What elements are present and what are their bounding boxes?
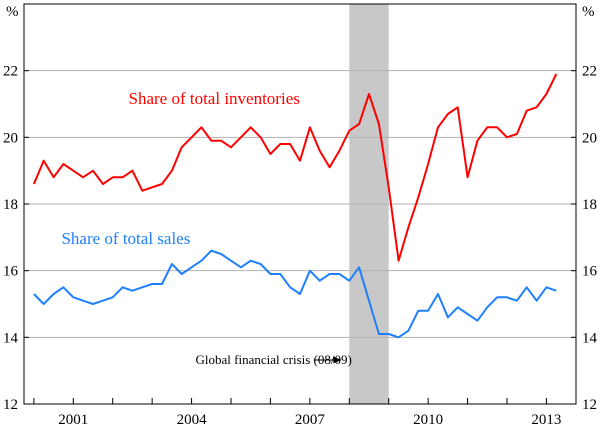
right-y-tick-label: 18	[582, 197, 597, 213]
inventories-series-line	[32, 73, 558, 262]
annotation: Global financial crisis (08/09)	[196, 352, 352, 367]
left-y-tick-label: 16	[3, 264, 19, 280]
x-tick-label: 2013	[531, 412, 561, 428]
right-y-tick-label: 20	[582, 130, 597, 146]
x-tick-label: 2001	[58, 412, 88, 428]
left-y-tick-label: 18	[3, 197, 18, 213]
series-lines-layer	[32, 73, 558, 339]
left-y-tick-label: 12	[3, 397, 18, 413]
annotation-label: Global financial crisis (08/09)	[196, 352, 352, 367]
series-labels-layer: Share of total inventories Share of total…	[61, 89, 299, 248]
sales-series-label: Share of total sales	[61, 229, 190, 248]
right-y-tick-label: 16	[582, 264, 598, 280]
x-tick-label: 2007	[295, 412, 326, 428]
x-tick-label: 2004	[177, 412, 208, 428]
gridlines-layer	[24, 70, 576, 338]
left-y-unit-label: %	[6, 4, 19, 20]
right-y-tick-label: 12	[582, 397, 597, 413]
left-y-tick-label: 14	[3, 330, 19, 346]
x-tick-label: 2010	[413, 412, 443, 428]
right-y-tick-label: 14	[582, 330, 598, 346]
x-axis-ticks: 2001 2004 2007 2010 2013	[33, 398, 561, 428]
right-y-tick-label: 22	[582, 64, 597, 80]
left-y-tick-label: 22	[3, 64, 18, 80]
right-y-unit-label: %	[582, 4, 595, 20]
y-axis-ticks: 12 14 16 18 20 22 12 14 16 18 20 22	[3, 64, 598, 413]
annotation-arrow-head	[333, 356, 342, 364]
left-y-tick-label: 20	[3, 130, 18, 146]
inventories-series-label: Share of total inventories	[128, 89, 299, 108]
sales-series-line	[33, 249, 557, 339]
